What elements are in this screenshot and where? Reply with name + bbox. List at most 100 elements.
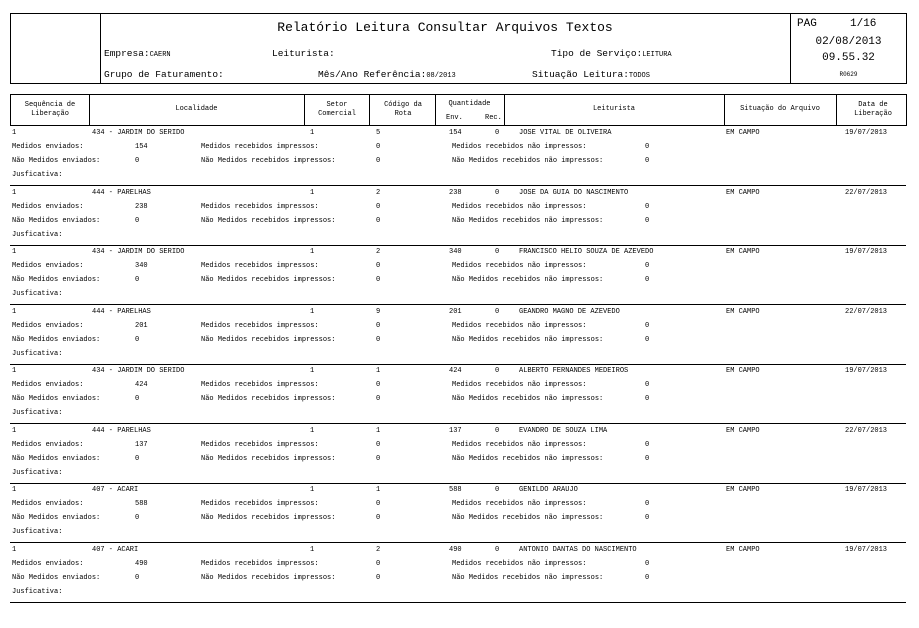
nao-medidos-rec-nao-impressos-label: Não Medidos recebidos não impressos: [452, 216, 604, 225]
nao-medidos-enviados-label: Não Medidos enviados: [12, 157, 101, 165]
nao-medidos-enviados-value: 0 [135, 573, 140, 582]
record-situacao: EM CAMPO [726, 426, 760, 435]
medidos-rec-nao-impressos-label: Medidos recebidos não impressos: [452, 143, 587, 151]
divider [836, 94, 837, 126]
nao-medidos-rec-impressos-value: 0 [376, 335, 381, 344]
record-rec: 0 [495, 307, 500, 316]
mes-ano-value: 08/2013 [426, 72, 456, 80]
record-situacao: EM CAMPO [726, 129, 760, 137]
medidos-rec-impressos-value: 0 [376, 440, 381, 449]
record-seq: 1 [12, 248, 17, 256]
record-data: 22/07/2013 [845, 307, 888, 316]
nao-medidos-enviados-value: 0 [135, 276, 140, 284]
record-rota: 1 [376, 426, 381, 435]
record-setor: 1 [310, 367, 315, 375]
medidos-rec-nao-impressos-label: Medidos recebidos não impressos: [452, 262, 587, 270]
record-rec: 0 [495, 545, 500, 554]
nao-medidos-enviados-label: Não Medidos enviados: [12, 276, 101, 284]
nao-medidos-rec-nao-impressos-label: Não Medidos recebidos não impressos: [452, 454, 604, 463]
nao-medidos-rec-impressos-label: Não Medidos recebidos impressos: [201, 335, 336, 344]
nao-medidos-rec-nao-impressos-value: 0 [645, 276, 650, 284]
record-seq: 1 [12, 426, 17, 435]
situacao-field: Situação Leitura:TODOS [532, 69, 650, 80]
medidos-enviados-value: 201 [135, 321, 148, 330]
medidos-enviados-value: 424 [135, 381, 148, 389]
grupo-label: Grupo de Faturamento: [104, 69, 224, 80]
record-localidade: 434 - JARDIM DO SERIDO [92, 367, 185, 375]
mes-ano-label: Mês/Ano Referência: [318, 69, 427, 80]
record-separator [10, 601, 906, 603]
nao-medidos-enviados-value: 0 [135, 335, 140, 344]
record-situacao: EM CAMPO [726, 545, 760, 554]
record-localidade: 407 - ACARI [92, 486, 139, 494]
col-quantidade: Quantidade [448, 100, 491, 108]
record-leiturista: GENILDO ARAUJO [519, 486, 578, 494]
nao-medidos-rec-nao-impressos-value: 0 [645, 514, 650, 522]
medidos-rec-nao-impressos-label: Medidos recebidos não impressos: [452, 381, 587, 389]
medidos-rec-impressos-value: 0 [376, 500, 381, 508]
record-setor: 1 [310, 129, 315, 137]
medidos-rec-impressos-value: 0 [376, 559, 381, 568]
medidos-rec-nao-impressos-label: Medidos recebidos não impressos: [452, 500, 587, 508]
medidos-rec-impressos-label: Medidos recebidos impressos: [201, 321, 319, 330]
report-header [10, 13, 907, 84]
record-localidade: 407 - ACARI [92, 545, 139, 554]
divider [89, 94, 90, 126]
record-env: 201 [449, 307, 462, 316]
record-leiturista: GEANDRO MAGNO DE AZEVEDO [519, 307, 620, 316]
medidos-enviados-value: 340 [135, 262, 148, 270]
record-localidade: 444 - PARELHAS [92, 307, 151, 316]
nao-medidos-rec-nao-impressos-value: 0 [645, 216, 650, 225]
nao-medidos-rec-impressos-value: 0 [376, 573, 381, 582]
record-seq: 1 [12, 129, 17, 137]
record-env: 137 [449, 426, 462, 435]
record-rota: 2 [376, 188, 381, 197]
divider [790, 13, 791, 84]
medidos-rec-nao-impressos-value: 0 [645, 262, 650, 270]
medidos-rec-nao-impressos-value: 0 [645, 321, 650, 330]
nao-medidos-rec-impressos-label: Não Medidos recebidos impressos: [201, 157, 336, 165]
record-seq: 1 [12, 307, 17, 316]
page-number: 1/16 [850, 18, 877, 30]
medidos-rec-impressos-value: 0 [376, 381, 381, 389]
record-data: 19/07/2013 [845, 248, 888, 256]
record-seq: 1 [12, 188, 17, 197]
justificativa-label: Jusficativa: [12, 409, 63, 417]
medidos-enviados-label: Medidos enviados: [12, 202, 84, 211]
nao-medidos-rec-nao-impressos-label: Não Medidos recebidos não impressos: [452, 514, 604, 522]
divider [435, 94, 436, 126]
nao-medidos-enviados-value: 0 [135, 514, 140, 522]
medidos-enviados-value: 238 [135, 202, 148, 211]
medidos-enviados-value: 137 [135, 440, 148, 449]
record-data: 19/07/2013 [845, 545, 888, 554]
nao-medidos-enviados-value: 0 [135, 157, 140, 165]
nao-medidos-rec-impressos-value: 0 [376, 276, 381, 284]
leiturista-field: Leiturista: [272, 48, 335, 59]
record-setor: 1 [310, 486, 315, 494]
record-env: 588 [449, 486, 462, 494]
record-leiturista: ALBERTO FERNANDES MEDEIROS [519, 367, 629, 375]
record-env: 490 [449, 545, 462, 554]
leiturista-label: Leiturista: [272, 48, 335, 59]
grupo-field: Grupo de Faturamento: [104, 69, 224, 80]
nao-medidos-rec-impressos-label: Não Medidos recebidos impressos: [201, 514, 336, 522]
nao-medidos-enviados-label: Não Medidos enviados: [12, 335, 101, 344]
record-rec: 0 [495, 188, 500, 197]
col-rota: Código da Rota [384, 100, 422, 118]
record-setor: 1 [310, 426, 315, 435]
col-situacao: Situação do Arquivo [740, 105, 820, 113]
nao-medidos-enviados-label: Não Medidos enviados: [12, 573, 101, 582]
record-seq: 1 [12, 367, 17, 375]
medidos-rec-impressos-label: Medidos recebidos impressos: [201, 500, 319, 508]
nao-medidos-enviados-label: Não Medidos enviados: [12, 514, 101, 522]
justificativa-label: Jusficativa: [12, 349, 63, 358]
record-leiturista: FRANCISCO HELIO SOUZA DE AZEVEDO [519, 248, 654, 256]
record-situacao: EM CAMPO [726, 367, 760, 375]
divider [304, 94, 305, 126]
report-date: 02/08/2013 [815, 36, 882, 48]
col-leiturista: Leiturista [592, 105, 635, 113]
record-separator [10, 185, 906, 186]
record-setor: 1 [310, 307, 315, 316]
nao-medidos-rec-nao-impressos-value: 0 [645, 157, 650, 165]
nao-medidos-enviados-label: Não Medidos enviados: [12, 395, 101, 403]
